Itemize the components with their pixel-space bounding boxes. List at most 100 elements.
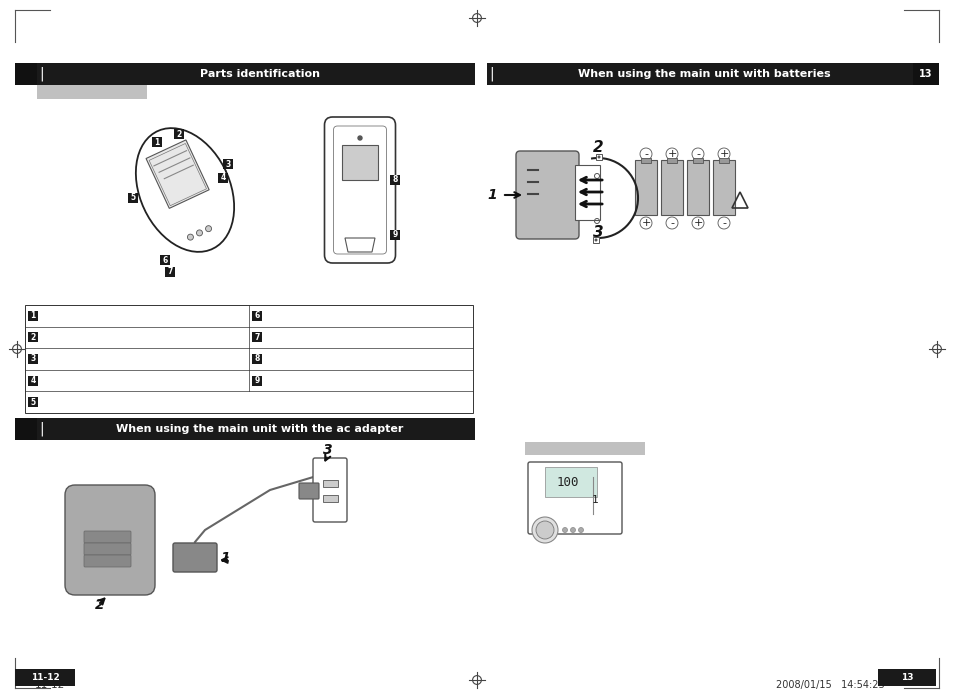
FancyBboxPatch shape (516, 151, 578, 239)
FancyBboxPatch shape (84, 531, 131, 543)
Text: |: | (489, 67, 493, 81)
Bar (635, 160, 657, 215)
Text: |: | (39, 67, 44, 81)
Text: 1: 1 (154, 138, 160, 147)
Text: 5: 5 (131, 193, 135, 202)
Text: 13: 13 (900, 673, 912, 682)
Bar (165, 267, 175, 277)
Bar (660, 160, 682, 215)
Bar (15, 418, 37, 440)
Circle shape (578, 528, 583, 533)
Text: 100: 100 (557, 475, 578, 489)
FancyBboxPatch shape (527, 462, 621, 534)
Text: When using the main unit with batteries: When using the main unit with batteries (578, 69, 829, 79)
Bar (524, 442, 644, 455)
Circle shape (597, 156, 599, 158)
Bar (719, 158, 728, 163)
Bar (640, 158, 650, 163)
Text: -: - (643, 149, 647, 159)
Bar (129, 193, 138, 202)
Text: 9: 9 (254, 376, 259, 385)
Bar (28, 311, 38, 321)
FancyBboxPatch shape (84, 543, 131, 555)
Text: 1: 1 (591, 495, 598, 505)
Bar (28, 376, 38, 385)
FancyBboxPatch shape (172, 543, 216, 572)
Bar (15, 669, 75, 686)
Bar (173, 129, 184, 140)
Bar (323, 495, 337, 502)
Bar (28, 354, 38, 364)
Text: 2008/01/15   14:54:25: 2008/01/15 14:54:25 (775, 680, 883, 690)
FancyBboxPatch shape (65, 485, 154, 595)
Bar (912, 63, 938, 85)
Bar (390, 230, 399, 240)
Bar (252, 376, 262, 385)
Bar (15, 418, 475, 440)
Bar (544, 467, 597, 497)
Text: 7: 7 (168, 267, 172, 276)
Bar (37, 85, 147, 99)
Text: 3: 3 (30, 355, 35, 364)
Text: 5: 5 (30, 398, 35, 407)
Polygon shape (146, 140, 209, 209)
Circle shape (187, 234, 193, 240)
Text: +: + (640, 218, 650, 228)
Bar (486, 63, 938, 85)
Text: 1: 1 (487, 188, 497, 202)
Bar (593, 237, 598, 243)
Bar (252, 354, 262, 364)
Bar (877, 669, 935, 686)
Text: 4: 4 (220, 173, 226, 182)
Circle shape (205, 225, 212, 232)
Circle shape (536, 521, 554, 539)
Bar (390, 175, 399, 185)
Circle shape (196, 230, 202, 236)
Circle shape (532, 517, 558, 543)
Bar (223, 159, 233, 170)
Text: 1: 1 (220, 551, 230, 565)
Bar (692, 158, 702, 163)
Text: 11-12: 11-12 (30, 673, 59, 682)
Text: 8: 8 (254, 355, 259, 364)
Text: 7: 7 (254, 333, 259, 342)
Text: 4: 4 (30, 376, 35, 385)
Text: 6: 6 (162, 255, 167, 265)
Text: -: - (721, 218, 725, 228)
Text: 6: 6 (254, 311, 259, 320)
Text: When using the main unit with the ac adapter: When using the main unit with the ac ada… (116, 424, 403, 434)
Bar (686, 160, 708, 215)
Text: +: + (666, 149, 676, 159)
Text: 3: 3 (323, 443, 333, 457)
Bar (25, 305, 473, 413)
Polygon shape (345, 238, 375, 252)
Circle shape (570, 528, 575, 533)
Text: 2: 2 (30, 333, 35, 342)
Bar (323, 480, 337, 487)
Text: -: - (669, 218, 673, 228)
FancyBboxPatch shape (298, 483, 318, 499)
Text: 2: 2 (95, 598, 105, 612)
Bar (252, 311, 262, 321)
Bar (218, 172, 228, 183)
Circle shape (594, 239, 597, 242)
Text: -: - (696, 149, 700, 159)
Bar (666, 158, 677, 163)
FancyBboxPatch shape (324, 117, 395, 263)
Bar (575, 165, 599, 220)
Bar (341, 145, 377, 180)
Text: 2: 2 (176, 130, 181, 139)
Bar (28, 332, 38, 343)
Bar (152, 138, 162, 147)
Text: 9: 9 (392, 230, 397, 239)
Bar (15, 63, 475, 85)
Text: 8: 8 (392, 175, 397, 184)
Bar (15, 63, 37, 85)
Bar (252, 332, 262, 343)
Text: 13: 13 (919, 69, 932, 79)
Bar (596, 154, 601, 160)
Circle shape (562, 528, 567, 533)
Text: 3: 3 (592, 225, 602, 241)
Text: 1: 1 (30, 311, 35, 320)
Bar (28, 397, 38, 407)
